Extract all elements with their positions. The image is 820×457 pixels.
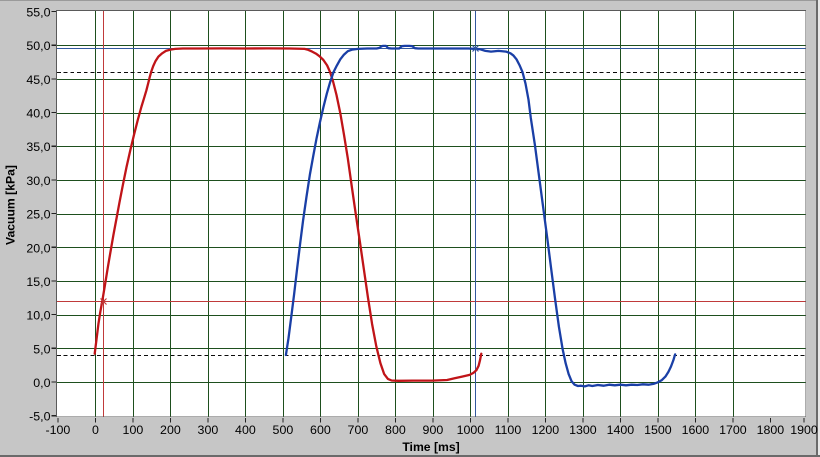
svg-text:45,0: 45,0: [26, 73, 50, 87]
svg-text:700: 700: [348, 423, 369, 437]
svg-text:20,0: 20,0: [26, 241, 50, 255]
svg-text:15,0: 15,0: [26, 275, 50, 289]
svg-text:25,0: 25,0: [26, 208, 50, 222]
svg-text:50,0: 50,0: [26, 39, 50, 53]
svg-text:30,0: 30,0: [26, 174, 50, 188]
svg-text:300: 300: [198, 423, 219, 437]
svg-text:1500: 1500: [644, 423, 672, 437]
svg-text:0: 0: [92, 423, 99, 437]
svg-text:600: 600: [310, 423, 331, 437]
svg-text:1000: 1000: [457, 423, 485, 437]
svg-text:-5,0: -5,0: [29, 410, 50, 424]
svg-text:Vacuum [kPa]: Vacuum [kPa]: [4, 165, 18, 245]
svg-text:500: 500: [273, 423, 294, 437]
svg-text:5,0: 5,0: [33, 342, 50, 356]
svg-text:10,0: 10,0: [26, 309, 50, 323]
svg-text:1900: 1900: [790, 423, 818, 437]
svg-text:1300: 1300: [569, 423, 597, 437]
svg-text:1600: 1600: [682, 423, 710, 437]
svg-text:40,0: 40,0: [26, 107, 50, 121]
svg-text:900: 900: [423, 423, 444, 437]
svg-text:1100: 1100: [495, 423, 522, 437]
svg-text:1200: 1200: [532, 423, 560, 437]
svg-text:55,0: 55,0: [26, 6, 50, 20]
svg-text:100: 100: [123, 423, 144, 437]
svg-text:-100: -100: [45, 423, 70, 437]
svg-text:1800: 1800: [757, 423, 785, 437]
svg-text:400: 400: [235, 423, 256, 437]
svg-text:200: 200: [160, 423, 181, 437]
svg-text:1400: 1400: [607, 423, 635, 437]
svg-text:1700: 1700: [719, 423, 747, 437]
svg-text:35,0: 35,0: [26, 140, 50, 154]
svg-text:Time [ms]: Time [ms]: [402, 440, 459, 454]
svg-text:0,0: 0,0: [33, 376, 50, 390]
svg-text:800: 800: [385, 423, 406, 437]
